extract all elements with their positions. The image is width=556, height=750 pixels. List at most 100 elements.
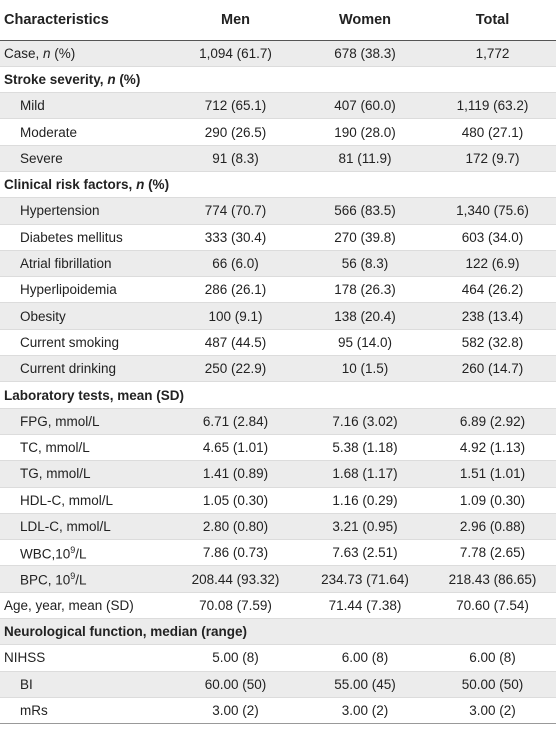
cell-total: 50.00 (50) [429,671,556,698]
cell-men: 208.44 (93.32) [170,565,301,593]
row-label: Atrial fibrillation [0,250,170,278]
cell-women: 178 (26.3) [301,276,429,304]
cell-men: 3.00 (2) [170,697,301,725]
row-label: Current drinking [0,355,170,383]
header-row: Characteristics Men Women Total [0,0,556,41]
cell-men: 5.00 (8) [170,644,301,672]
cell-women: 234.73 (71.64) [301,565,429,593]
section-label: Clinical risk factors, n (%) [0,171,556,199]
header-total: Total [429,0,556,41]
table-body: Case, n (%) 1,094 (61.7) 678 (38.3) 1,772 St… [0,40,556,725]
section-row: Stroke severity, n (%) [0,66,556,94]
cell-total: 260 (14.7) [429,355,556,383]
table-row: Moderate 290 (26.5) 190 (28.0) 480 (27.1) [0,118,556,146]
section-label: Stroke severity, n (%) [0,66,556,94]
cell-total: 1,772 [429,40,556,67]
cell-total: 480 (27.1) [429,118,556,146]
cell-total: 3.00 (2) [429,697,556,725]
table-row: Diabetes mellitus 333 (30.4) 270 (39.8) 603… [0,224,556,251]
cell-women: 566 (83.5) [301,197,429,225]
row-label: WBC,109/L [0,539,170,567]
row-label: NIHSS [0,644,170,672]
cell-women: 5.38 (1.18) [301,434,429,462]
cell-men: 1.41 (0.89) [170,460,301,488]
cell-total: 6.00 (8) [429,644,556,672]
cell-men: 91 (8.3) [170,145,301,172]
cell-total: 464 (26.2) [429,276,556,304]
table-row: Current smoking 487 (44.5) 95 (14.0) 582 (3… [0,329,556,357]
table-row: WBC,109/L 7.86 (0.73) 7.63 (2.51) 7.78 (2.6… [0,539,556,567]
cell-women: 55.00 (45) [301,671,429,698]
table-row: Severe 91 (8.3) 81 (11.9) 172 (9.7) [0,145,556,172]
cell-total: 172 (9.7) [429,145,556,172]
cell-women: 81 (11.9) [301,145,429,172]
table-row: Current drinking 250 (22.9) 10 (1.5) 260 (1… [0,355,556,383]
table-row: LDL-C, mmol/L 2.80 (0.80) 3.21 (0.95) 2.96 … [0,513,556,541]
cell-women: 3.21 (0.95) [301,513,429,541]
cell-total: 70.60 (7.54) [429,592,556,620]
row-label: HDL-C, mmol/L [0,487,170,514]
cell-men: 712 (65.1) [170,92,301,120]
cell-men: 100 (9.1) [170,302,301,330]
row-label: BI [0,671,170,698]
table-row: Atrial fibrillation 66 (6.0) 56 (8.3) 122 (… [0,250,556,278]
cell-women: 3.00 (2) [301,697,429,725]
table-row: HDL-C, mmol/L 1.05 (0.30) 1.16 (0.29) 1.09 … [0,487,556,514]
cell-women: 56 (8.3) [301,250,429,278]
row-label: TG, mmol/L [0,460,170,488]
cell-women: 7.63 (2.51) [301,539,429,567]
cell-men: 66 (6.0) [170,250,301,278]
cell-men: 487 (44.5) [170,329,301,357]
cell-men: 6.71 (2.84) [170,408,301,435]
row-label: Age, year, mean (SD) [0,592,170,620]
row-label: Mild [0,92,170,120]
table-header: Characteristics Men Women Total [0,0,556,41]
cell-men: 250 (22.9) [170,355,301,383]
cell-men: 70.08 (7.59) [170,592,301,620]
cell-women: 407 (60.0) [301,92,429,120]
cell-women: 138 (20.4) [301,302,429,330]
cell-men: 60.00 (50) [170,671,301,698]
row-label: Obesity [0,302,170,330]
cell-women: 270 (39.8) [301,224,429,251]
cell-total: 2.96 (0.88) [429,513,556,541]
cell-men: 333 (30.4) [170,224,301,251]
cell-women: 1.16 (0.29) [301,487,429,514]
row-label: Hyperlipoidemia [0,276,170,304]
cell-men: 286 (26.1) [170,276,301,304]
characteristics-table: Characteristics Men Women Total Case, n … [0,0,556,725]
table-row: NIHSS 5.00 (8) 6.00 (8) 6.00 (8) [0,644,556,672]
header-men: Men [170,0,301,41]
section-label: Neurological function, median (range) [0,618,556,646]
cell-total: 603 (34.0) [429,224,556,251]
table-row: Case, n (%) 1,094 (61.7) 678 (38.3) 1,772 [0,40,556,67]
cell-total: 582 (32.8) [429,329,556,357]
cell-total: 122 (6.9) [429,250,556,278]
cell-women: 1.68 (1.17) [301,460,429,488]
row-label: Moderate [0,118,170,146]
cell-women: 95 (14.0) [301,329,429,357]
table-row: Obesity 100 (9.1) 138 (20.4) 238 (13.4) [0,302,556,330]
row-label: Hypertension [0,197,170,225]
cell-women: 190 (28.0) [301,118,429,146]
table-row: BPC, 109/L 208.44 (93.32) 234.73 (71.64) 21… [0,565,556,593]
cell-total: 1,340 (75.6) [429,197,556,225]
cell-women: 678 (38.3) [301,40,429,67]
cell-total: 7.78 (2.65) [429,539,556,567]
cell-total: 1,119 (63.2) [429,92,556,120]
cell-women: 7.16 (3.02) [301,408,429,435]
cell-women: 6.00 (8) [301,644,429,672]
header-women: Women [301,0,429,41]
cell-men: 1,094 (61.7) [170,40,301,67]
section-row: Clinical risk factors, n (%) [0,171,556,199]
cell-men: 290 (26.5) [170,118,301,146]
table-row: FPG, mmol/L 6.71 (2.84) 7.16 (3.02) 6.89 (2… [0,408,556,435]
row-label: Current smoking [0,329,170,357]
table-row: Hypertension 774 (70.7) 566 (83.5) 1,340 (7… [0,197,556,225]
cell-total: 6.89 (2.92) [429,408,556,435]
row-label: Diabetes mellitus [0,224,170,251]
row-label: FPG, mmol/L [0,408,170,435]
cell-men: 2.80 (0.80) [170,513,301,541]
cell-men: 4.65 (1.01) [170,434,301,462]
row-label: BPC, 109/L [0,565,170,593]
